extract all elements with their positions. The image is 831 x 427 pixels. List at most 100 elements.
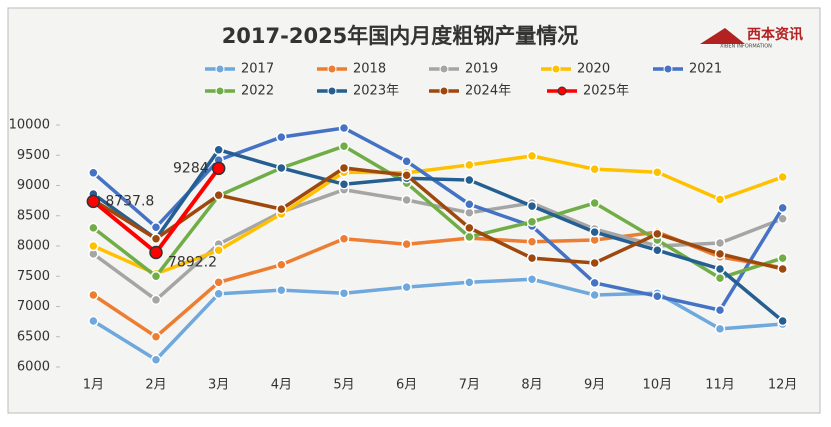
- point-marker: [652, 290, 663, 302]
- point-marker: [88, 167, 99, 179]
- point-marker: [150, 294, 162, 306]
- logo-text: 西本资讯: [747, 26, 803, 43]
- y-tick-label: 7500: [17, 269, 50, 284]
- y-tick-label: 6500: [17, 329, 50, 344]
- point-marker: [714, 304, 726, 316]
- point-marker: [714, 272, 726, 284]
- point-marker: [338, 122, 350, 134]
- point-marker: [88, 315, 99, 327]
- point-marker: [652, 228, 663, 240]
- legend-marker: [557, 86, 567, 96]
- point-marker: [150, 233, 162, 244]
- legend-label: 2020: [577, 62, 610, 77]
- point-marker: [213, 244, 224, 256]
- legend-marker: [439, 64, 449, 74]
- point-marker: [526, 252, 538, 264]
- point-marker: [338, 287, 350, 299]
- series-line: [92, 154, 784, 276]
- point-marker: [401, 169, 412, 181]
- point-marker: [88, 240, 99, 252]
- x-tick-label: 7月: [459, 378, 480, 393]
- point-marker: [589, 197, 600, 209]
- point-marker: [652, 166, 663, 178]
- point-marker: [777, 202, 788, 214]
- x-tick-label: 1月: [83, 378, 104, 393]
- legend-label: 2017: [241, 62, 274, 77]
- point-marker: [213, 144, 224, 156]
- point-marker: [589, 257, 600, 269]
- y-tick-label: 8000: [17, 239, 50, 254]
- legend-marker: [663, 64, 673, 74]
- legend-marker: [551, 64, 561, 74]
- point-marker: [714, 263, 726, 275]
- point-marker: [589, 226, 600, 238]
- series-line: [92, 147, 784, 323]
- y-tick-label: 6000: [17, 360, 50, 375]
- x-tick-label: 8月: [521, 378, 542, 393]
- point-marker: [714, 237, 726, 249]
- point-marker: [464, 231, 475, 243]
- point-marker: [777, 252, 788, 264]
- series-line: [92, 126, 785, 313]
- point-marker: [88, 222, 99, 234]
- series-line: [92, 166, 784, 271]
- logo-icon: [700, 28, 745, 44]
- legend-label: 2018: [353, 62, 386, 77]
- point-marker: [464, 174, 475, 186]
- y-tick-label: 7000: [17, 299, 50, 314]
- point-marker: [464, 277, 475, 288]
- point-marker: [276, 131, 287, 143]
- x-tick-label: 4月: [271, 378, 292, 393]
- point-marker: [338, 140, 350, 152]
- y-tick-label: 9000: [17, 178, 50, 193]
- point-marker: [464, 207, 475, 218]
- legend-label: 2023年: [353, 84, 399, 99]
- point-marker: [526, 216, 538, 228]
- point-marker: [211, 161, 226, 176]
- chart-title: 2017-2025年国内月度粗钢产量情况: [222, 24, 579, 48]
- y-tick-label: 8500: [17, 208, 50, 223]
- y-tick-label: 9500: [17, 148, 50, 163]
- point-marker: [777, 213, 788, 225]
- point-marker: [213, 288, 224, 300]
- data-label: 8737.8: [105, 193, 154, 209]
- point-marker: [213, 189, 224, 201]
- point-marker: [714, 323, 726, 335]
- point-marker: [589, 163, 600, 175]
- point-marker: [149, 245, 163, 260]
- point-marker: [464, 199, 475, 210]
- legend-label: 2022: [241, 84, 274, 99]
- legend-label: 2021: [689, 62, 722, 77]
- point-marker: [464, 159, 475, 171]
- point-marker: [86, 194, 101, 209]
- y-tick-label: 10000: [9, 118, 50, 133]
- point-marker: [526, 150, 538, 162]
- legend-label: 2024年: [465, 84, 511, 99]
- data-label: 9284: [173, 160, 209, 176]
- point-marker: [150, 354, 162, 365]
- point-marker: [401, 194, 412, 206]
- point-marker: [276, 162, 287, 174]
- point-marker: [526, 200, 538, 212]
- point-marker: [777, 263, 788, 275]
- legend-marker: [439, 86, 449, 96]
- x-tick-label: 5月: [333, 378, 354, 393]
- legend-marker: [327, 64, 337, 74]
- point-marker: [589, 289, 600, 301]
- legend-marker: [215, 86, 225, 96]
- logo: 西本资讯 XIBEN INFORMATION: [700, 26, 803, 50]
- point-marker: [338, 162, 350, 174]
- x-tick-label: 12月: [768, 378, 798, 393]
- x-tick-label: 9月: [584, 378, 605, 393]
- chart-background: [7, 7, 821, 414]
- x-tick-label: 2月: [145, 378, 166, 393]
- point-marker: [88, 289, 99, 301]
- data-label: 7892.2: [168, 255, 217, 271]
- point-marker: [338, 179, 350, 190]
- x-tick-label: 11月: [705, 378, 735, 393]
- x-tick-label: 3月: [208, 378, 229, 393]
- series-line: [92, 144, 784, 280]
- point-marker: [777, 315, 788, 327]
- point-marker: [714, 194, 726, 205]
